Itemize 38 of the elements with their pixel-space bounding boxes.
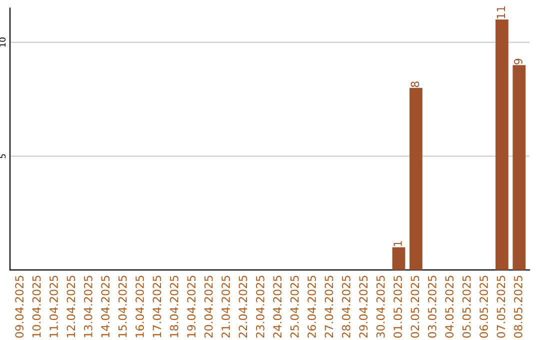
x-tick-label: 30.04.2025 [376, 276, 385, 338]
x-tick-label: 09.04.2025 [15, 276, 24, 338]
x-tick-label: 27.04.2025 [324, 276, 334, 338]
x-tick-label: 24.04.2025 [273, 276, 282, 338]
data-label: 8 [410, 82, 420, 88]
data-label: 11 [496, 6, 506, 18]
x-tick-label: 25.04.2025 [290, 276, 299, 338]
x-tick-label: 21.04.2025 [222, 276, 230, 338]
x-tick-label: 07.05.2025 [496, 276, 506, 338]
x-tick-label: 03.05.2025 [428, 276, 436, 338]
x-tick-label: 05.05.2025 [462, 276, 471, 338]
bar [409, 88, 422, 270]
x-tick-label: 02.05.2025 [410, 276, 420, 338]
x-tick-label: 19.04.2025 [187, 276, 196, 338]
x-tick-label: 18.04.2025 [170, 276, 178, 338]
data-label: 9 [514, 58, 522, 64]
bar [512, 65, 526, 270]
x-tick-label: 08.05.2025 [514, 276, 522, 338]
x-tick-label: 16.04.2025 [136, 276, 144, 338]
x-tick-label: 14.04.2025 [101, 276, 110, 338]
x-tick-label: 20.04.2025 [204, 276, 213, 338]
x-tick-label: 10.04.2025 [32, 276, 41, 338]
x-tick-label: 12.04.2025 [66, 276, 76, 338]
x-tick-label: 13.04.2025 [84, 276, 92, 338]
x-tick-label: 22.04.2025 [238, 276, 248, 338]
x-tick-label: 29.04.2025 [359, 276, 368, 338]
x-tick-label: 01.05.2025 [394, 276, 402, 338]
bar [392, 247, 406, 270]
x-tick-label: 06.05.2025 [480, 276, 488, 338]
x-tick-label: 17.04.2025 [152, 276, 162, 338]
x-tick-label: 11.04.2025 [50, 276, 58, 338]
data-label: 1 [394, 241, 402, 246]
x-tick-label: 28.04.2025 [342, 276, 350, 338]
x-tick-label: 04.05.2025 [445, 276, 454, 338]
x-tick-label: 15.04.2025 [118, 276, 127, 338]
bar [495, 20, 508, 270]
x-tick-label: 23.04.2025 [256, 276, 264, 338]
x-tick-label: 26.04.2025 [308, 276, 316, 338]
